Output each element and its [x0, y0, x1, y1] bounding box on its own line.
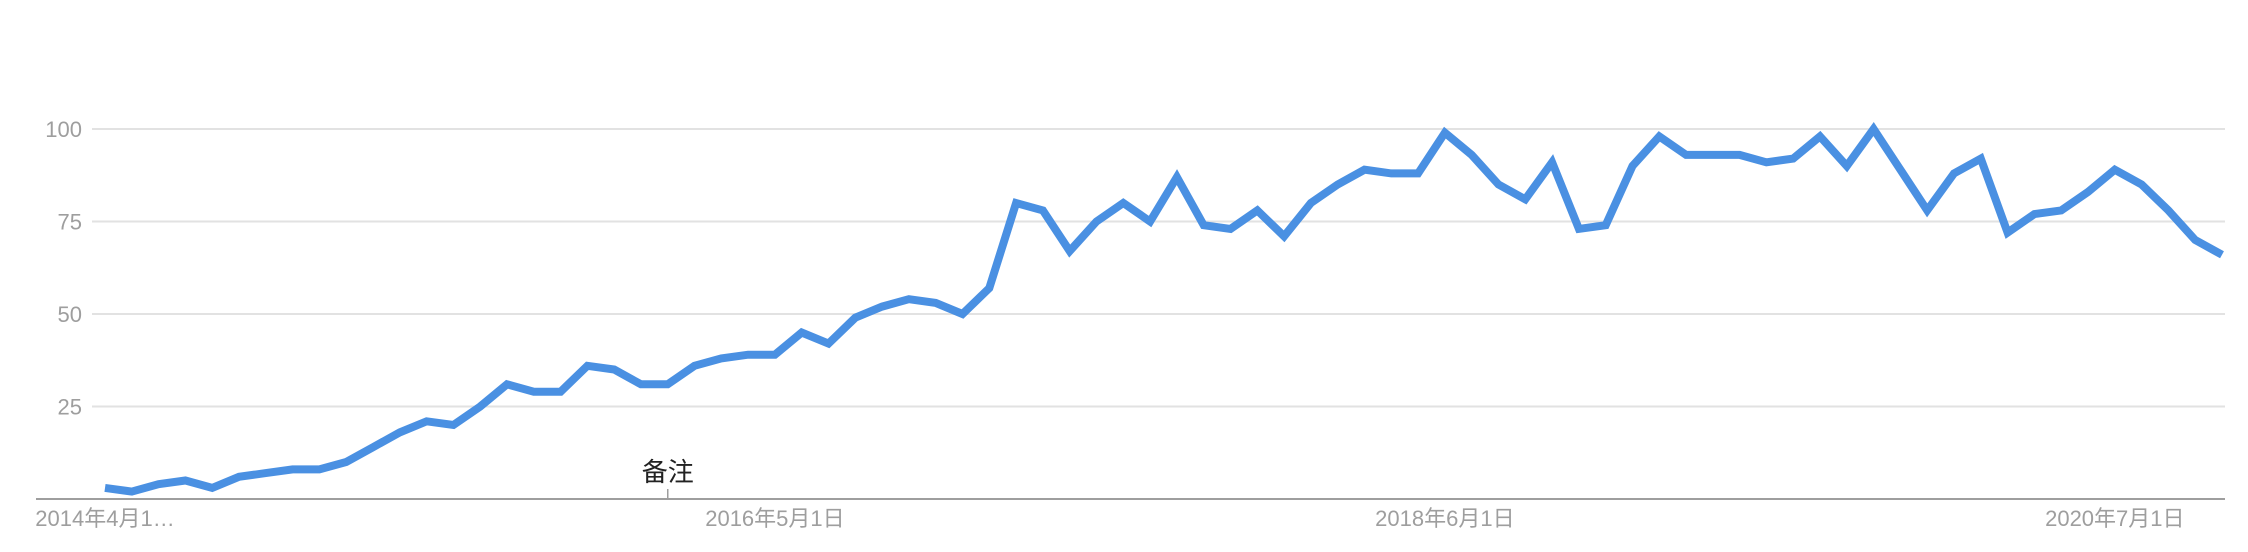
y-axis-tick-labels: 25 50 75 100 — [45, 117, 82, 420]
y-tick-label-75: 75 — [58, 210, 82, 235]
y-tick-label-25: 25 — [58, 395, 82, 420]
y-tick-label-50: 50 — [58, 302, 82, 327]
x-tick-label: 2018年6月1日 — [1375, 506, 1514, 531]
series-lines — [104, 121, 2224, 496]
annotation-label: 备注 — [642, 458, 694, 488]
x-tick-label: 2016年5月1日 — [705, 506, 844, 531]
x-tick-label: 2020年7月1日 — [2045, 506, 2184, 531]
y-tick-label-100: 100 — [45, 117, 82, 142]
x-tick-label: 2014年4月1… — [35, 506, 174, 531]
series-line-0 — [104, 121, 2224, 496]
x-axis-tick-labels: 2014年4月1… 2016年5月1日 2018年6月1日 2020年7月1日 — [35, 506, 2184, 531]
annotations: 备注 — [642, 458, 694, 499]
